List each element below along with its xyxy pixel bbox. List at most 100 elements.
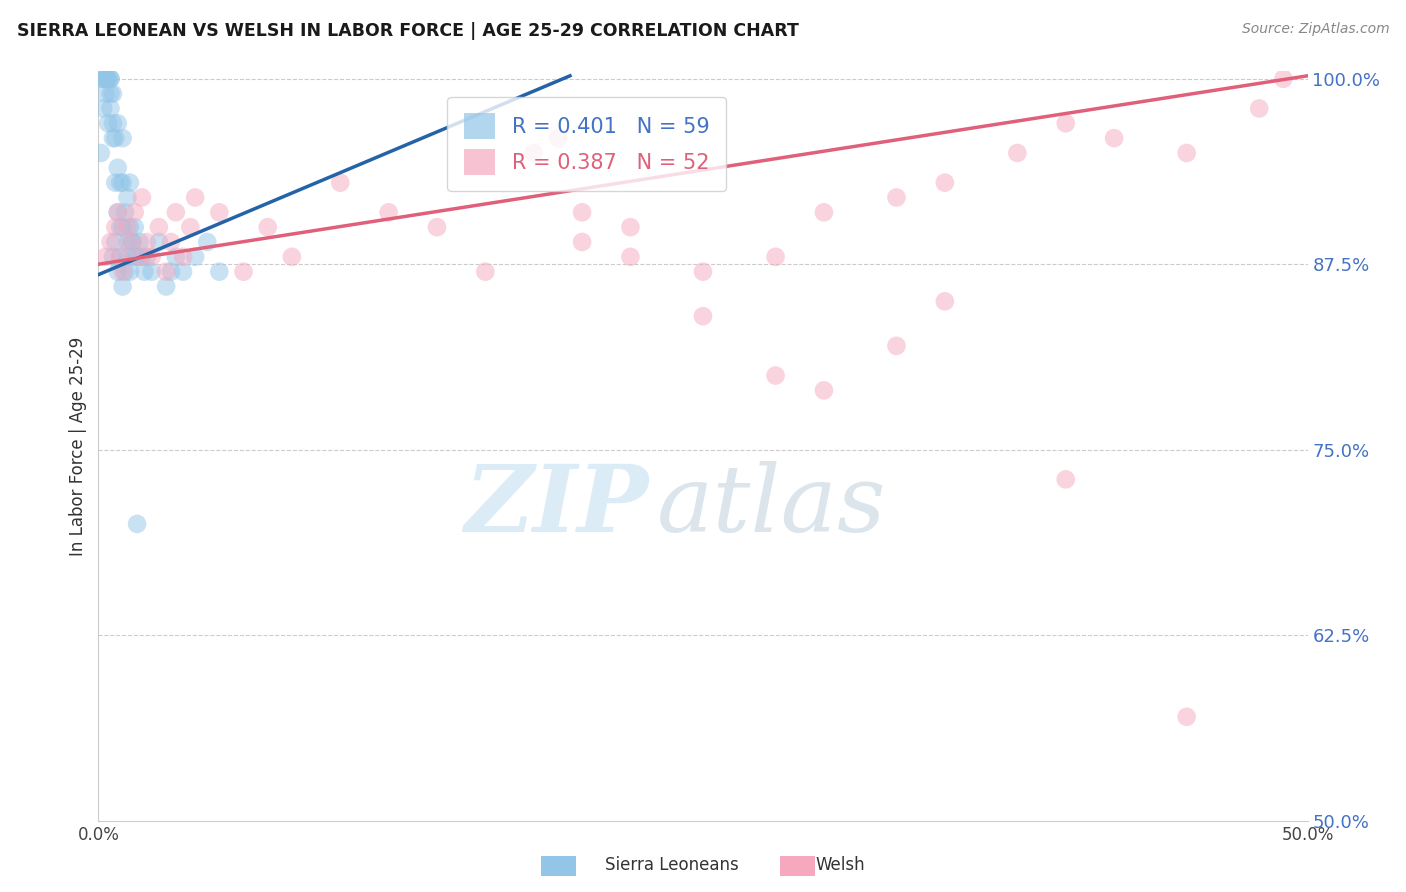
Point	[619, 250, 641, 264]
Point	[107, 116, 129, 130]
Legend: R = 0.401   N = 59, R = 0.387   N = 52: R = 0.401 N = 59, R = 0.387 N = 52	[447, 96, 727, 192]
Point	[172, 265, 194, 279]
Point	[108, 250, 131, 264]
Point	[195, 235, 218, 249]
Point	[155, 265, 177, 279]
Point	[124, 205, 146, 219]
Point	[474, 265, 496, 279]
Point	[765, 250, 787, 264]
Point	[571, 235, 593, 249]
Point	[1102, 131, 1125, 145]
Point	[100, 71, 122, 86]
Point	[117, 220, 139, 235]
Point	[329, 176, 352, 190]
Point	[101, 87, 124, 101]
Point	[104, 235, 127, 249]
Point	[128, 235, 150, 249]
Text: Sierra Leoneans: Sierra Leoneans	[605, 856, 738, 874]
Point	[813, 205, 835, 219]
Point	[1054, 472, 1077, 486]
Point	[1175, 145, 1198, 160]
Point	[107, 205, 129, 219]
Point	[108, 220, 131, 235]
Point	[97, 71, 120, 86]
Point	[90, 71, 112, 86]
Point	[111, 176, 134, 190]
Point	[94, 71, 117, 86]
Point	[135, 250, 157, 264]
Point	[127, 250, 149, 264]
Point	[118, 176, 141, 190]
Point	[121, 235, 143, 249]
Point	[165, 205, 187, 219]
Point	[426, 220, 449, 235]
Point	[131, 190, 153, 204]
Point	[117, 250, 139, 264]
Point	[377, 205, 399, 219]
Point	[934, 294, 956, 309]
Point	[184, 250, 207, 264]
Point	[104, 220, 127, 235]
Point	[934, 176, 956, 190]
Point	[571, 205, 593, 219]
Point	[281, 250, 304, 264]
Point	[124, 220, 146, 235]
Point	[886, 339, 908, 353]
Point	[111, 279, 134, 293]
Point	[121, 235, 143, 249]
Point	[208, 265, 231, 279]
Point	[148, 235, 170, 249]
Point	[94, 71, 117, 86]
Point	[1054, 116, 1077, 130]
Point	[114, 265, 136, 279]
Point	[1007, 145, 1029, 160]
Point	[118, 265, 141, 279]
Point	[172, 250, 194, 264]
Point	[118, 220, 141, 235]
Text: Source: ZipAtlas.com: Source: ZipAtlas.com	[1241, 22, 1389, 37]
Y-axis label: In Labor Force | Age 25-29: In Labor Force | Age 25-29	[69, 336, 87, 556]
Point	[104, 131, 127, 145]
Point	[118, 235, 141, 249]
Point	[94, 250, 117, 264]
Point	[97, 116, 120, 130]
Point	[101, 131, 124, 145]
Text: SIERRA LEONEAN VS WELSH IN LABOR FORCE | AGE 25-29 CORRELATION CHART: SIERRA LEONEAN VS WELSH IN LABOR FORCE |…	[17, 22, 799, 40]
Point	[131, 250, 153, 264]
Point	[165, 250, 187, 264]
Point	[97, 71, 120, 86]
Point	[141, 250, 163, 264]
Point	[692, 265, 714, 279]
Point	[104, 176, 127, 190]
Point	[100, 102, 122, 116]
Point	[101, 116, 124, 130]
Point	[108, 176, 131, 190]
Point	[108, 250, 131, 264]
Point	[886, 190, 908, 204]
Point	[124, 250, 146, 264]
Point	[128, 250, 150, 264]
Point	[148, 220, 170, 235]
Point	[1249, 102, 1271, 116]
Point	[107, 205, 129, 219]
Point	[208, 205, 231, 219]
Point	[107, 161, 129, 175]
Point	[100, 235, 122, 249]
Point	[141, 265, 163, 279]
Point	[232, 265, 254, 279]
Point	[256, 220, 278, 235]
Point	[100, 87, 122, 101]
Point	[765, 368, 787, 383]
Point	[114, 205, 136, 219]
Point	[94, 87, 117, 101]
Point	[111, 265, 134, 279]
Point	[1175, 710, 1198, 724]
Point	[184, 190, 207, 204]
Point	[179, 220, 201, 235]
Text: ZIP: ZIP	[464, 461, 648, 551]
Text: Welsh: Welsh	[815, 856, 865, 874]
Point	[101, 250, 124, 264]
Point	[117, 190, 139, 204]
Point	[160, 265, 183, 279]
Point	[1272, 71, 1295, 86]
